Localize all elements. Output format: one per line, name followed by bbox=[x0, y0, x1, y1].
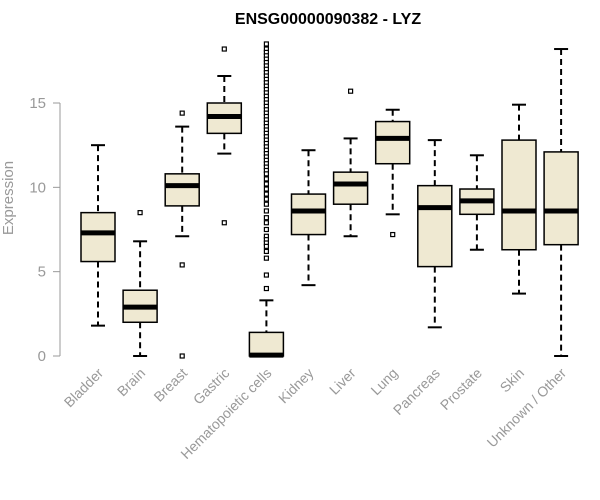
box-skin bbox=[501, 103, 537, 295]
box-iqr-hematopoietic-cells bbox=[248, 331, 285, 357]
y-axis: 0 5 10 15 bbox=[29, 95, 61, 365]
box-breast bbox=[164, 110, 200, 359]
box-hematopoietic-cells bbox=[248, 41, 285, 358]
outlier-lung-0 bbox=[390, 231, 396, 238]
box-iqr-breast bbox=[164, 173, 200, 207]
outlier-liver-0 bbox=[348, 88, 354, 94]
x-tick-label-brain: Brain bbox=[114, 365, 148, 399]
box-iqr-liver bbox=[332, 171, 369, 205]
box-prostate bbox=[459, 154, 495, 251]
x-tick-label-skin: Skin bbox=[497, 365, 528, 396]
outlier-breast-1 bbox=[179, 262, 185, 268]
outlier-brain-0 bbox=[137, 210, 143, 216]
x-tick-label-prostate: Prostate bbox=[437, 365, 485, 413]
y-tick-label-5: 5 bbox=[38, 264, 46, 281]
outlier-breast-0 bbox=[179, 110, 185, 116]
outlier-hematopoietic-cells-46 bbox=[263, 215, 269, 221]
box-iqr-kidney bbox=[290, 193, 327, 236]
box-pancreas bbox=[417, 139, 453, 329]
outlier-hematopoietic-cells-54 bbox=[263, 255, 269, 261]
outlier-hematopoietic-cells-0 bbox=[263, 41, 269, 47]
outlier-hematopoietic-cells-42 bbox=[263, 191, 269, 197]
y-tick-label-15: 15 bbox=[29, 95, 46, 112]
outlier-gastric-0 bbox=[221, 46, 227, 52]
box-iqr-unknown-other bbox=[543, 151, 579, 246]
x-tick-label-pancreas: Pancreas bbox=[390, 365, 443, 418]
boxes-group bbox=[80, 41, 579, 359]
outlier-hematopoietic-cells-55 bbox=[263, 272, 269, 278]
outlier-hematopoietic-cells-56 bbox=[263, 285, 269, 292]
chart-title: ENSG00000090382 - LYZ bbox=[235, 11, 421, 28]
outlier-hematopoietic-cells-41 bbox=[263, 186, 269, 192]
box-liver bbox=[332, 88, 369, 238]
box-iqr-lung bbox=[374, 120, 411, 165]
outlier-hematopoietic-cells-52 bbox=[263, 243, 269, 249]
x-tick-label-lung: Lung bbox=[367, 365, 400, 398]
box-brain bbox=[122, 210, 158, 357]
outlier-breast-2 bbox=[179, 353, 185, 359]
box-iqr-pancreas bbox=[417, 184, 453, 268]
box-lung bbox=[374, 108, 411, 238]
box-gastric bbox=[206, 46, 243, 226]
outlier-hematopoietic-cells-48 bbox=[263, 226, 269, 233]
x-tick-label-bladder: Bladder bbox=[61, 365, 107, 411]
outlier-hematopoietic-cells-39 bbox=[263, 176, 269, 182]
outlier-hematopoietic-cells-40 bbox=[263, 181, 269, 187]
box-iqr-bladder bbox=[80, 211, 116, 263]
outlier-hematopoietic-cells-45 bbox=[263, 208, 269, 214]
outlier-gastric-1 bbox=[221, 220, 227, 226]
box-kidney bbox=[290, 149, 327, 287]
outlier-hematopoietic-cells-38 bbox=[263, 171, 269, 177]
outlier-hematopoietic-cells-43 bbox=[263, 196, 269, 202]
y-tick-label-10: 10 bbox=[29, 179, 46, 196]
box-iqr-skin bbox=[501, 139, 537, 251]
x-tick-label-kidney: Kidney bbox=[275, 365, 317, 407]
x-tick-label-unknown-other: Unknown / Other bbox=[484, 365, 570, 451]
y-axis-label: Expression bbox=[0, 161, 17, 235]
y-tick-label-0: 0 bbox=[38, 348, 46, 365]
outlier-hematopoietic-cells-47 bbox=[263, 220, 269, 226]
box-bladder bbox=[80, 144, 116, 327]
outlier-hematopoietic-cells-44 bbox=[263, 201, 269, 207]
box-unknown-other bbox=[543, 48, 579, 357]
outlier-hematopoietic-cells-53 bbox=[263, 248, 269, 255]
x-tick-label-breast: Breast bbox=[150, 365, 190, 405]
x-tick-label-liver: Liver bbox=[326, 365, 359, 398]
